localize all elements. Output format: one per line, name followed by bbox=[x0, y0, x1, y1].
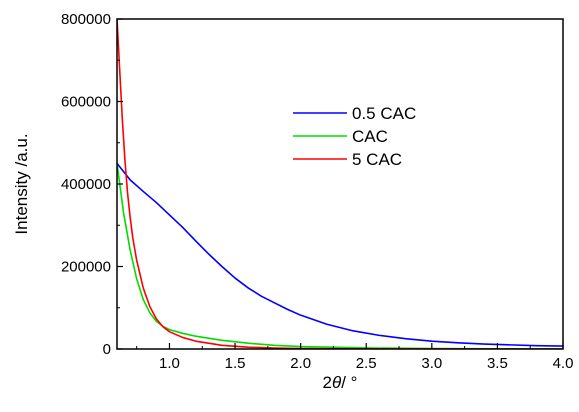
x-tick-label: 2.0 bbox=[290, 355, 311, 372]
x-tick-label: 1.0 bbox=[159, 355, 180, 372]
x-tick-label: 4.0 bbox=[553, 355, 574, 372]
series-layer bbox=[117, 19, 563, 349]
y-tick-label: 200000 bbox=[61, 259, 111, 276]
series-line-3 bbox=[117, 19, 563, 349]
x-axis-title-prefix: 2 bbox=[323, 373, 332, 392]
legend-label: 0.5 CAC bbox=[352, 104, 416, 123]
x-tick-label: 2.5 bbox=[356, 355, 377, 372]
x-axis-title: 2θ/ ° bbox=[323, 373, 358, 392]
x-tick-label: 3.5 bbox=[487, 355, 508, 372]
y-tick-label: 0 bbox=[103, 341, 111, 358]
y-axis-title: Intensity /a.u. bbox=[12, 133, 31, 234]
plot-frame bbox=[116, 18, 564, 350]
legend-label: 5 CAC bbox=[352, 150, 402, 169]
series-line-1 bbox=[117, 162, 563, 347]
y-tick-label: 400000 bbox=[61, 176, 111, 193]
x-tick-label: 1.5 bbox=[225, 355, 246, 372]
series-line-2 bbox=[117, 163, 563, 349]
y-tick-label: 600000 bbox=[61, 94, 111, 111]
legend-label: CAC bbox=[352, 127, 388, 146]
x-axis-title-symbol: θ bbox=[332, 373, 342, 392]
x-tick-label: 3.0 bbox=[421, 355, 442, 372]
ticks-layer: 1.0 1.5 2.0 2.5 3.0 3.5 4.0 0 200000 400000 600000… bbox=[61, 11, 573, 372]
x-axis-title-suffix: / ° bbox=[341, 373, 357, 392]
y-tick-label: 800000 bbox=[61, 11, 111, 28]
legend: 0.5 CAC CAC 5 CAC bbox=[293, 104, 416, 169]
